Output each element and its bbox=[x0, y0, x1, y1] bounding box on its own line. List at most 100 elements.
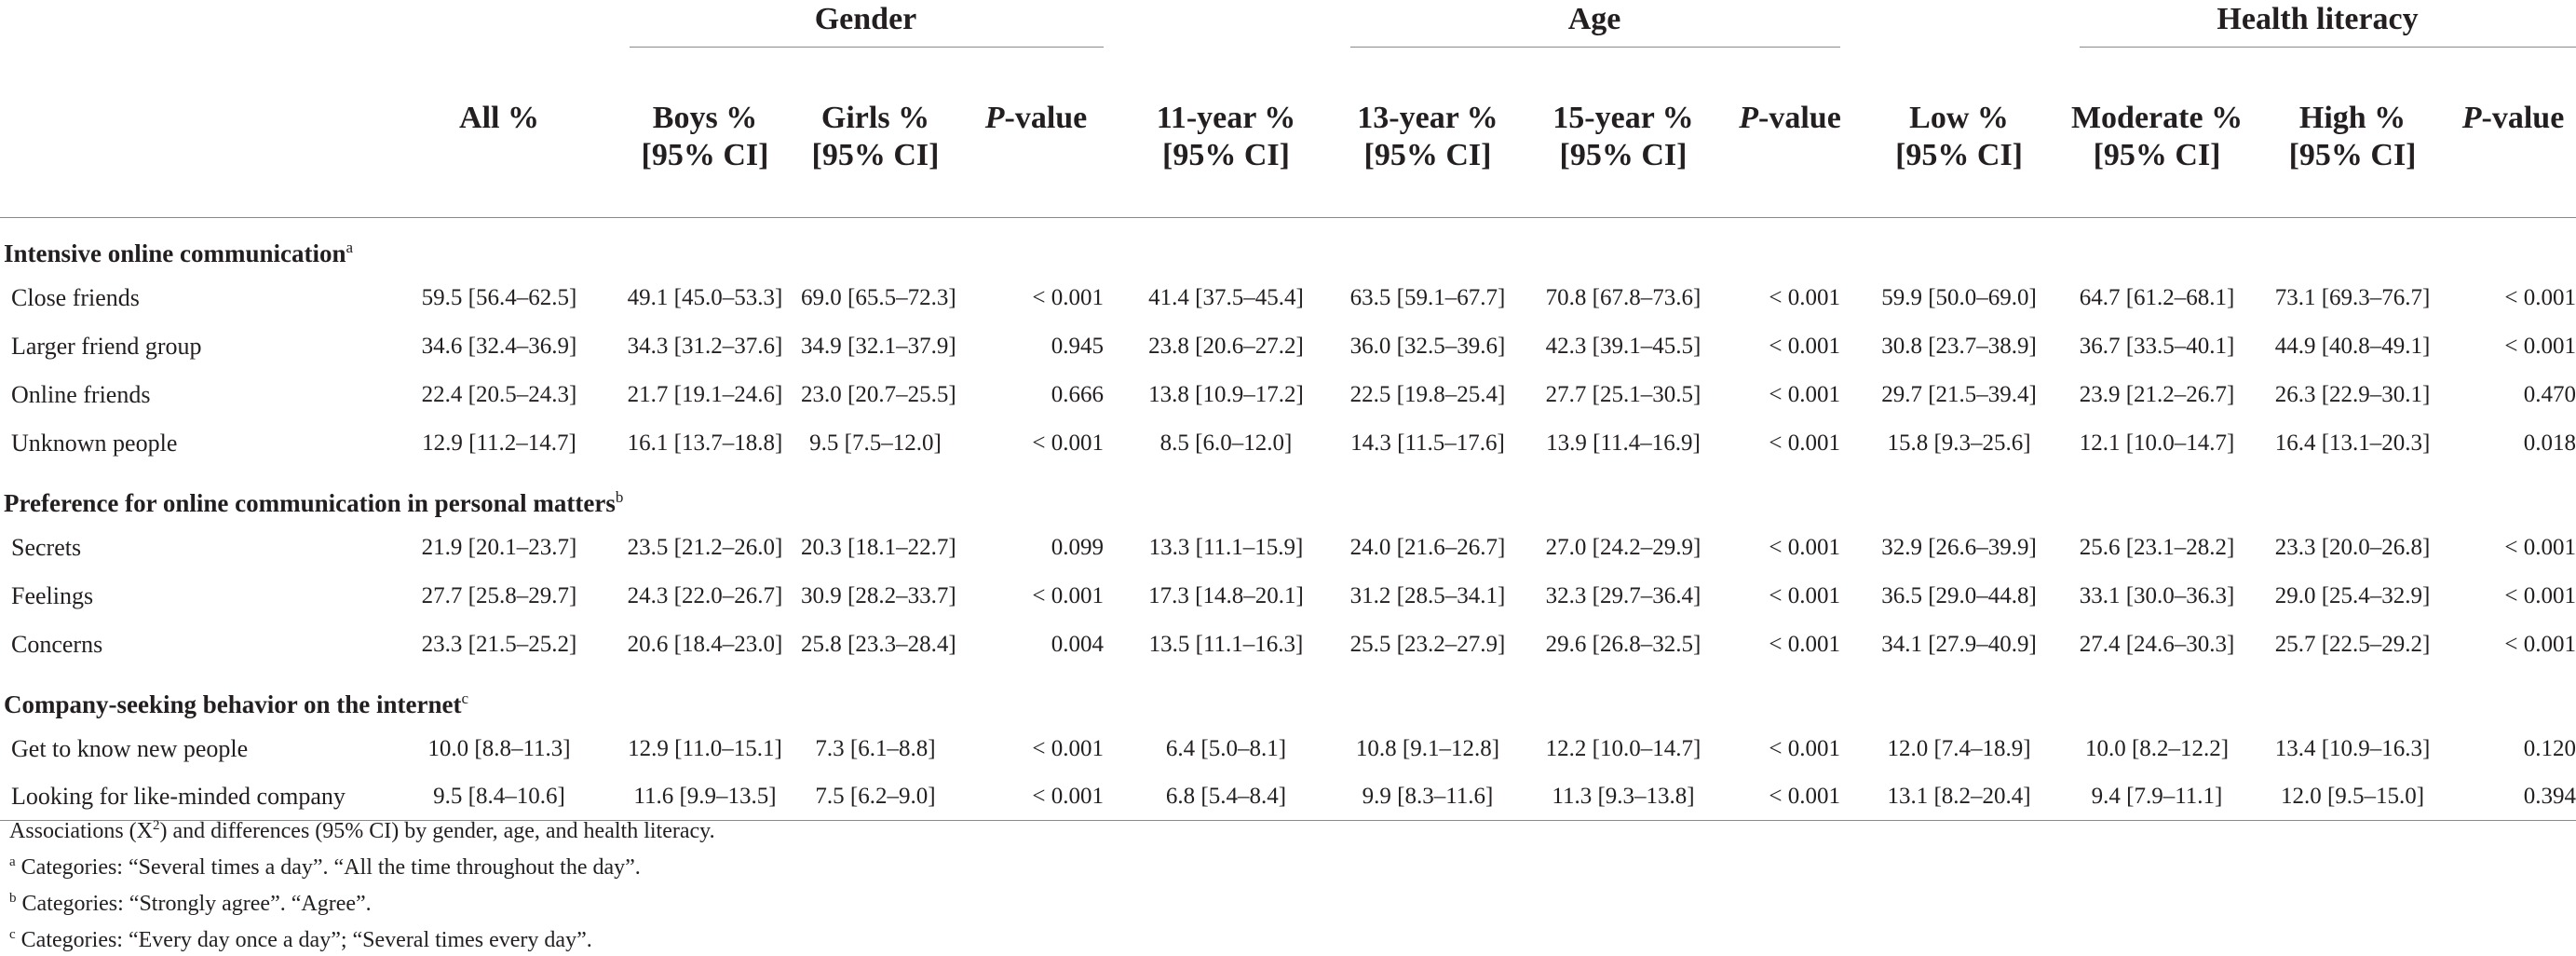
cell-15-year: 29.6 [26.8–32.5] bbox=[1545, 632, 1702, 657]
cell-p-health-literacy: < 0.001 bbox=[2504, 285, 2576, 310]
cell-low: 15.8 [9.3–25.6] bbox=[1887, 430, 2031, 456]
cell-all: 10.0 [8.8–11.3] bbox=[427, 736, 571, 761]
cell-boys: 16.1 [13.7–18.8] bbox=[627, 430, 783, 456]
cell-girls: 7.5 [6.2–9.0] bbox=[801, 773, 950, 821]
cell-moderate: 12.1 [10.0–14.7] bbox=[2079, 430, 2235, 456]
cell-girls: 25.8 [23.3–28.4] bbox=[801, 632, 956, 657]
row-label: Larger friend group bbox=[11, 333, 202, 360]
header-p-gender: P-value bbox=[950, 48, 1122, 218]
cell-moderate: 23.9 [21.2–26.7] bbox=[2079, 382, 2235, 407]
cell-11-year: 6.8 [5.4–8.4] bbox=[1122, 773, 1330, 821]
cell-11-year: 13.3 [11.1–15.9] bbox=[1148, 535, 1304, 560]
cell-p-age: < 0.001 bbox=[1721, 773, 1860, 821]
cell-13-year: 14.3 [11.5–17.6] bbox=[1350, 430, 1505, 456]
row-label: Get to know new people bbox=[11, 735, 249, 762]
cell-15-year: 13.9 [11.4–16.9] bbox=[1546, 430, 1701, 456]
cell-high: 44.9 [40.8–49.1] bbox=[2274, 334, 2431, 359]
cell-p-gender: < 0.001 bbox=[950, 773, 1122, 821]
cell-13-year: 9.9 [8.3–11.6] bbox=[1330, 773, 1525, 821]
group-age: Age bbox=[1330, 0, 1859, 48]
table-row: Secrets 21.9 [20.1–23.7] 23.5 [21.2–26.0] 2… bbox=[0, 524, 2576, 572]
cell-low: 32.9 [26.6–39.9] bbox=[1881, 535, 2037, 560]
section-title: Preference for online communication in p… bbox=[4, 488, 624, 517]
cell-high: 12.0 [9.5–15.0] bbox=[2255, 773, 2451, 821]
cell-13-year: 36.0 [32.5–39.6] bbox=[1349, 334, 1506, 359]
row-label: Online friends bbox=[11, 381, 151, 408]
table-row: Concerns 23.3 [21.5–25.2] 20.6 [18.4–23.0]… bbox=[0, 621, 2576, 669]
cell-p-gender: 0.945 bbox=[1051, 334, 1104, 359]
cell-p-age: < 0.001 bbox=[1769, 285, 1841, 310]
cell-15-year: 27.7 [25.1–30.5] bbox=[1545, 382, 1702, 407]
cell-low: 13.1 [8.2–20.4] bbox=[1859, 773, 2060, 821]
cell-p-gender: 0.666 bbox=[1051, 382, 1104, 407]
cell-low: 12.0 [7.4–18.9] bbox=[1887, 736, 2031, 761]
cell-boys: 20.6 [18.4–23.0] bbox=[627, 632, 783, 657]
cell-p-gender: < 0.001 bbox=[1032, 285, 1104, 310]
cell-moderate: 10.0 [8.2–12.2] bbox=[2084, 736, 2230, 761]
cell-p-age: < 0.001 bbox=[1769, 334, 1841, 359]
results-table: Gender Age Health literacy All % Boys %[… bbox=[0, 0, 2576, 821]
header-all: All % bbox=[389, 48, 609, 218]
cell-p-health-literacy: 0.120 bbox=[2523, 736, 2576, 761]
cell-all: 21.9 [20.1–23.7] bbox=[421, 535, 577, 560]
cell-11-year: 8.5 [6.0–12.0] bbox=[1159, 430, 1293, 456]
cell-p-age: < 0.001 bbox=[1769, 736, 1841, 761]
cell-11-year: 23.8 [20.6–27.2] bbox=[1148, 334, 1304, 359]
cell-p-gender: < 0.001 bbox=[1032, 430, 1104, 456]
cell-girls: 9.5 [7.5–12.0] bbox=[809, 430, 942, 456]
cell-all: 23.3 [21.5–25.2] bbox=[421, 632, 577, 657]
cell-15-year: 12.2 [10.0–14.7] bbox=[1545, 736, 1702, 761]
cell-11-year: 13.5 [11.1–16.3] bbox=[1148, 632, 1304, 657]
table-row: Close friends 59.5 [56.4–62.5] 49.1 [45.0–… bbox=[0, 274, 2576, 322]
cell-all: 9.5 [8.4–10.6] bbox=[389, 773, 609, 821]
header-label-empty bbox=[0, 48, 389, 218]
cell-all: 22.4 [20.5–24.3] bbox=[421, 382, 577, 407]
cell-15-year: 11.3 [9.3–13.8] bbox=[1525, 773, 1721, 821]
cell-13-year: 25.5 [23.2–27.9] bbox=[1349, 632, 1506, 657]
cell-girls: 23.0 [20.7–25.5] bbox=[801, 382, 956, 407]
footnote-c: c Categories: “Every day once a day”; “S… bbox=[9, 927, 592, 952]
cell-p-health-literacy: < 0.001 bbox=[2504, 535, 2576, 560]
row-label: Feelings bbox=[11, 582, 94, 609]
cell-low: 30.8 [23.7–38.9] bbox=[1881, 334, 2037, 359]
table-body: Intensive online communicationa Close fri… bbox=[0, 218, 2576, 821]
cell-girls: 7.3 [6.1–8.8] bbox=[815, 736, 936, 761]
header-boys: Boys % [95% CI] bbox=[609, 48, 801, 218]
row-label: Secrets bbox=[11, 534, 82, 561]
cell-11-year: 6.4 [5.0–8.1] bbox=[1165, 736, 1287, 761]
cell-all: 34.6 [32.4–36.9] bbox=[421, 334, 577, 359]
cell-p-gender: 0.099 bbox=[1051, 535, 1104, 560]
cell-p-gender: < 0.001 bbox=[1032, 736, 1104, 761]
cell-moderate: 36.7 [33.5–40.1] bbox=[2079, 334, 2235, 359]
cell-boys: 12.9 [11.0–15.1] bbox=[628, 736, 782, 761]
cell-p-health-literacy: 0.470 bbox=[2523, 382, 2576, 407]
cell-p-age: < 0.001 bbox=[1769, 382, 1841, 407]
cell-15-year: 27.0 [24.2–29.9] bbox=[1545, 535, 1702, 560]
cell-all: 27.7 [25.8–29.7] bbox=[421, 583, 577, 608]
header-15-year: 15-year % [95% CI] bbox=[1525, 48, 1721, 218]
table-row: Larger friend group 34.6 [32.4–36.9] 34.3 … bbox=[0, 322, 2576, 371]
cell-moderate: 64.7 [61.2–68.1] bbox=[2079, 285, 2235, 310]
cell-p-health-literacy: 0.018 bbox=[2523, 430, 2576, 456]
table-row: Unknown people 12.9 [11.2–14.7] 16.1 [13.7… bbox=[0, 419, 2576, 468]
cell-high: 16.4 [13.1–20.3] bbox=[2274, 430, 2431, 456]
row-label: Close friends bbox=[11, 284, 140, 311]
cell-high: 26.3 [22.9–30.1] bbox=[2274, 382, 2431, 407]
section-title: Intensive online communicationa bbox=[4, 239, 354, 267]
cell-high: 23.3 [20.0–26.8] bbox=[2274, 535, 2431, 560]
header-low: Low % [95% CI] bbox=[1859, 48, 2060, 218]
cell-high: 13.4 [10.9–16.3] bbox=[2274, 736, 2431, 761]
cell-13-year: 10.8 [9.1–12.8] bbox=[1355, 736, 1500, 761]
header-moderate: Moderate % [95% CI] bbox=[2059, 48, 2256, 218]
cell-low: 29.7 [21.5–39.4] bbox=[1881, 382, 2037, 407]
cell-low: 36.5 [29.0–44.8] bbox=[1881, 583, 2037, 608]
cell-p-health-literacy: 0.394 bbox=[2450, 773, 2576, 821]
table-row: Looking for like-minded company 9.5 [8.4–… bbox=[0, 773, 2576, 821]
table-footnotes: Associations (X2) and differences (95% C… bbox=[9, 811, 715, 956]
section-header-row: Company-seeking behavior on the internet… bbox=[0, 669, 2576, 725]
cell-moderate: 33.1 [30.0–36.3] bbox=[2079, 583, 2235, 608]
header-high: High % [95% CI] bbox=[2255, 48, 2451, 218]
cell-girls: 20.3 [18.1–22.7] bbox=[801, 535, 956, 560]
cell-11-year: 13.8 [10.9–17.2] bbox=[1148, 382, 1304, 407]
row-label: Looking for like-minded company bbox=[0, 773, 389, 821]
